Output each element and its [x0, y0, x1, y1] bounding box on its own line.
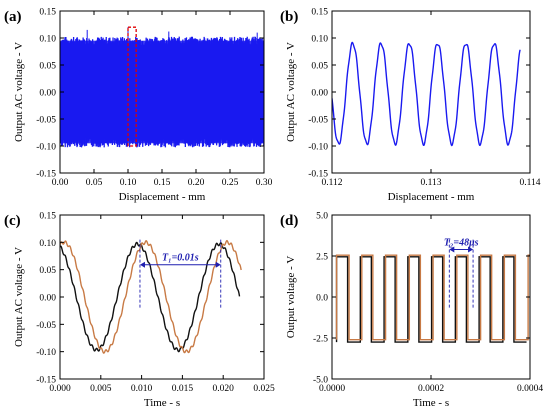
y-tick-label: -0.15 — [36, 376, 56, 386]
y-tick-label: 0.15 — [39, 212, 56, 222]
panel-label: (d) — [280, 213, 298, 229]
x-tick-label: 0.114 — [519, 178, 540, 188]
annotation-arrowhead-right — [215, 261, 221, 268]
series-line — [60, 241, 241, 353]
x-axis-label: Time - s — [144, 397, 180, 409]
x-tick-label: 0.113 — [420, 178, 441, 188]
y-tick-label: 0.15 — [311, 8, 328, 18]
plot-area — [332, 41, 521, 147]
y-tick-label: 0.05 — [311, 62, 328, 72]
x-tick-label: 0.000 — [49, 384, 71, 394]
panel-b: (b) 0.112 0.113 0.114 -0.15 -0.10 -0.05 0.00 0.0… — [280, 8, 541, 204]
annotation-arrowhead-left — [139, 261, 145, 268]
y-tick-label: 0.0 — [316, 294, 328, 304]
annotation-label: T₁=0.01s — [162, 253, 199, 264]
plot-area — [60, 27, 264, 148]
plot-area — [335, 254, 530, 343]
y-tick-label: 5.0 — [316, 212, 328, 222]
annotation-arrowhead-right — [468, 246, 474, 253]
y-tick-label: -0.15 — [36, 170, 56, 180]
x-tick-label: 0.00 — [52, 178, 69, 188]
x-tick-label: 0.112 — [321, 178, 342, 188]
x-axis-label: Displacement - mm — [119, 191, 206, 203]
x-tick-label: 0.005 — [90, 384, 112, 394]
y-tick-label: 0.00 — [39, 294, 56, 304]
y-tick-label: 0.10 — [39, 35, 56, 45]
y-axis-label: Output AC voltage - V — [13, 42, 25, 142]
panel-c: (c) T₁=0.01s 0.000 0.005 0.010 0.015 0.020 0.02… — [4, 212, 275, 410]
series-band — [60, 40, 264, 144]
x-tick-label: 0.20 — [188, 178, 205, 188]
y-tick-label: -0.15 — [308, 170, 328, 180]
series-line — [335, 256, 527, 343]
y-tick-label: 0.00 — [311, 89, 328, 99]
y-tick-label: 0.10 — [311, 35, 328, 45]
y-tick-label: 0.00 — [39, 89, 56, 99]
y-tick-label: -0.10 — [308, 143, 328, 153]
annotation-arrowhead-left — [449, 246, 455, 253]
y-axis-label: Output AC voltage - V — [285, 42, 297, 142]
highlight-box — [127, 26, 137, 147]
panel-label: (b) — [280, 9, 298, 25]
x-tick-label: 0.025 — [253, 384, 275, 394]
y-tick-label: -0.05 — [36, 321, 56, 331]
plot-area — [60, 239, 242, 354]
x-tick-label: 0.015 — [172, 384, 194, 394]
panel-d: (d) T₂=48μs 0.0000 0.0002 0.0004 -5.0 -2.5 0.0 2… — [280, 212, 543, 410]
x-axis-label: Time - s — [413, 397, 449, 409]
x-tick-label: 0.0004 — [517, 384, 543, 394]
x-tick-label: 0.05 — [86, 178, 103, 188]
y-tick-label: -0.05 — [308, 116, 328, 126]
x-tick-label: 0.020 — [213, 384, 235, 394]
panel-label: (c) — [4, 213, 21, 229]
y-tick-label: 0.05 — [39, 62, 56, 72]
x-tick-label: 0.30 — [256, 178, 273, 188]
series-line — [335, 254, 530, 341]
y-tick-label: 0.15 — [39, 8, 56, 18]
y-tick-label: -5.0 — [313, 376, 328, 386]
x-tick-label: 0.15 — [154, 178, 171, 188]
x-tick-label: 0.25 — [222, 178, 239, 188]
y-tick-label: 0.05 — [39, 266, 56, 276]
x-tick-label: 0.0002 — [418, 384, 444, 394]
y-axis-label: Output AC voltage - V — [13, 247, 25, 347]
x-tick-label: 0.10 — [120, 178, 137, 188]
y-tick-label: -0.05 — [36, 116, 56, 126]
x-tick-label: 0.0000 — [319, 384, 345, 394]
panel-label: (a) — [4, 9, 22, 25]
x-axis-label: Displacement - mm — [388, 191, 475, 203]
panel-a: (a) 0.00 0.05 0.10 0.15 0.20 0.25 0.30 -0.15 -0.1… — [4, 8, 273, 204]
x-tick-label: 0.010 — [131, 384, 153, 394]
y-axis-label: Output voltage - V — [285, 256, 297, 339]
y-tick-label: 0.10 — [39, 239, 56, 249]
series-line — [332, 41, 521, 147]
annotation-label: T₂=48μs — [444, 237, 479, 248]
y-tick-label: -0.10 — [36, 348, 56, 358]
y-tick-label: -2.5 — [313, 335, 328, 345]
plot-frame — [59, 214, 265, 380]
series-line — [60, 239, 242, 354]
y-tick-label: 2.5 — [316, 253, 328, 263]
y-tick-label: -0.10 — [36, 143, 56, 153]
